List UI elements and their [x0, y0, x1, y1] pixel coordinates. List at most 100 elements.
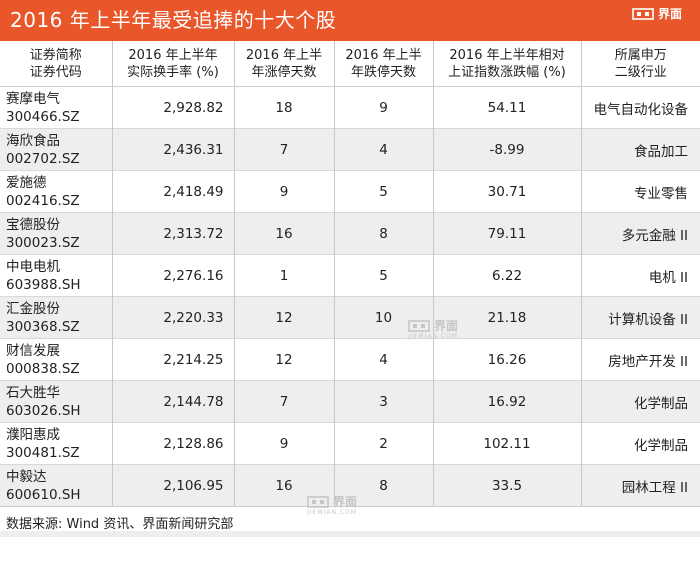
turnover-cell: 2,928.82 [111, 86, 234, 129]
relative-cell: -8.99 [432, 128, 581, 171]
footer: 数据来源: Wind 资讯、界面新闻研究部 [0, 506, 700, 537]
limit-down-cell: 5 [333, 170, 433, 213]
stock-name: 汇金股份 [6, 300, 60, 317]
table-row: 中毅达 600610.SH 2,106.95 16 8 33.5 园林工程 II [0, 464, 700, 506]
limit-up-cell: 1 [233, 254, 334, 297]
logo-text: 界面 [657, 7, 682, 21]
stock-name: 赛摩电气 [6, 90, 60, 107]
stock-cell: 赛摩电气 300466.SZ [0, 86, 112, 129]
stock-name: 石大胜华 [6, 384, 60, 401]
industry-cell: 电机 II [580, 254, 700, 297]
relative-cell: 16.26 [432, 338, 581, 381]
industry-cell: 化学制品 [580, 422, 700, 465]
stock-name: 宝德股份 [6, 216, 60, 233]
stock-name: 海欣食品 [6, 132, 60, 149]
limit-down-cell: 10 [333, 296, 433, 339]
stock-code: 300466.SZ [6, 108, 80, 125]
table-row: 赛摩电气 300466.SZ 2,928.82 18 9 54.11 电气自动化设… [0, 86, 700, 129]
turnover-cell: 2,418.49 [111, 170, 234, 213]
stock-code: 603988.SH [6, 276, 81, 293]
turnover-cell: 2,144.78 [111, 380, 234, 423]
limit-down-cell: 4 [333, 338, 433, 381]
column-header-turnover: 2016 年上半年 实际换手率 (%) [111, 41, 234, 87]
page-title: 2016 年上半年最受追捧的十大个股 [10, 8, 337, 32]
stock-name: 濮阳惠成 [6, 426, 60, 443]
relative-cell: 30.71 [432, 170, 581, 213]
turnover-cell: 2,128.86 [111, 422, 234, 465]
title-bar: 2016 年上半年最受追捧的十大个股 界面 [0, 0, 700, 41]
stock-cell: 中电电机 603988.SH [0, 254, 112, 297]
stock-code: 600610.SH [6, 486, 81, 503]
stock-cell: 爱施德 002416.SZ [0, 170, 112, 213]
limit-down-cell: 2 [333, 422, 433, 465]
limit-up-cell: 9 [233, 170, 334, 213]
relative-cell: 21.18 [432, 296, 581, 339]
table-row: 财信发展 000838.SZ 2,214.25 12 4 16.26 房地产开发 … [0, 338, 700, 381]
turnover-cell: 2,106.95 [111, 464, 234, 506]
limit-down-cell: 8 [333, 212, 433, 255]
stock-code: 002416.SZ [6, 192, 80, 209]
stock-cell: 中毅达 600610.SH [0, 464, 112, 506]
turnover-cell: 2,214.25 [111, 338, 234, 381]
stock-cell: 财信发展 000838.SZ [0, 338, 112, 381]
turnover-cell: 2,220.33 [111, 296, 234, 339]
stock-code: 000838.SZ [6, 360, 80, 377]
stock-cell: 宝德股份 300023.SZ [0, 212, 112, 255]
stock-code: 300368.SZ [6, 318, 80, 335]
column-header-industry: 所属申万 二级行业 [580, 41, 700, 87]
column-header-relative: 2016 年上半年相对 上证指数涨跌幅 (%) [432, 41, 581, 87]
limit-down-cell: 9 [333, 86, 433, 129]
stock-code: 002702.SZ [6, 150, 80, 167]
stock-cell: 海欣食品 002702.SZ [0, 128, 112, 171]
limit-up-cell: 9 [233, 422, 334, 465]
limit-down-cell: 3 [333, 380, 433, 423]
jiemian-logo: 界面 [632, 7, 682, 21]
relative-cell: 16.92 [432, 380, 581, 423]
limit-down-cell: 5 [333, 254, 433, 297]
industry-cell: 园林工程 II [580, 464, 700, 506]
limit-up-cell: 12 [233, 338, 334, 381]
industry-cell: 多元金融 II [580, 212, 700, 255]
stock-name: 财信发展 [6, 342, 60, 359]
limit-up-cell: 16 [233, 464, 334, 506]
stock-name: 中毅达 [6, 468, 47, 485]
turnover-cell: 2,313.72 [111, 212, 234, 255]
industry-cell: 电气自动化设备 [580, 86, 700, 129]
column-header-limit-up: 2016 年上半 年涨停天数 [233, 41, 334, 87]
turnover-cell: 2,436.31 [111, 128, 234, 171]
limit-up-cell: 18 [233, 86, 334, 129]
bottom-bar [0, 531, 700, 537]
stock-name: 爱施德 [6, 174, 47, 191]
table-row: 宝德股份 300023.SZ 2,313.72 16 8 79.11 多元金融 I… [0, 212, 700, 255]
table-row: 爱施德 002416.SZ 2,418.49 9 5 30.71 专业零售 [0, 170, 700, 213]
stocks-table: 证券简称 证券代码 2016 年上半年 实际换手率 (%) 2016 年上半 年涨停天… [0, 41, 700, 506]
turnover-cell: 2,276.16 [111, 254, 234, 297]
limit-up-cell: 7 [233, 380, 334, 423]
table-header-row: 证券简称 证券代码 2016 年上半年 实际换手率 (%) 2016 年上半 年涨停天… [0, 41, 700, 87]
stock-cell: 濮阳惠成 300481.SZ [0, 422, 112, 465]
stock-name: 中电电机 [6, 258, 60, 275]
jiemian-logo-icon [632, 8, 654, 20]
stock-code: 603026.SH [6, 402, 81, 419]
column-header-limit-down: 2016 年上半 年跌停天数 [333, 41, 433, 87]
stock-cell: 石大胜华 603026.SH [0, 380, 112, 423]
relative-cell: 102.11 [432, 422, 581, 465]
data-source-note: 数据来源: Wind 资讯、界面新闻研究部 [6, 517, 234, 532]
limit-down-cell: 8 [333, 464, 433, 506]
limit-up-cell: 16 [233, 212, 334, 255]
stock-code: 300481.SZ [6, 444, 80, 461]
stock-code: 300023.SZ [6, 234, 80, 251]
column-header-stock: 证券简称 证券代码 [0, 41, 112, 87]
relative-cell: 79.11 [432, 212, 581, 255]
table-row: 海欣食品 002702.SZ 2,436.31 7 4 -8.99 食品加工 [0, 128, 700, 171]
stock-cell: 汇金股份 300368.SZ [0, 296, 112, 339]
table-row: 濮阳惠成 300481.SZ 2,128.86 9 2 102.11 化学制品 [0, 422, 700, 465]
limit-up-cell: 7 [233, 128, 334, 171]
relative-cell: 6.22 [432, 254, 581, 297]
industry-cell: 专业零售 [580, 170, 700, 213]
table-row: 中电电机 603988.SH 2,276.16 1 5 6.22 电机 II [0, 254, 700, 297]
limit-up-cell: 12 [233, 296, 334, 339]
table-row: 石大胜华 603026.SH 2,144.78 7 3 16.92 化学制品 [0, 380, 700, 423]
table-row: 汇金股份 300368.SZ 2,220.33 12 10 21.18 计算机设备… [0, 296, 700, 339]
industry-cell: 房地产开发 II [580, 338, 700, 381]
